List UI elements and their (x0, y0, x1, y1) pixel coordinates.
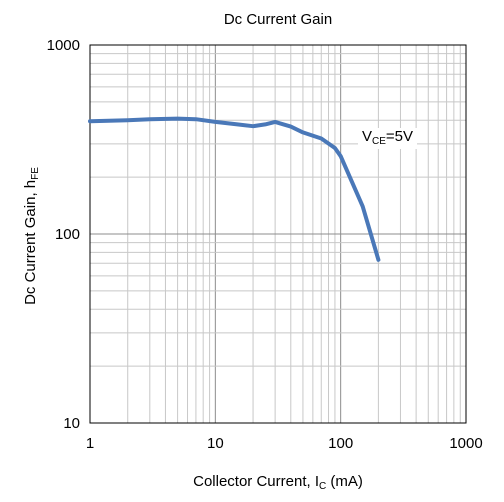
xlabel-suffix: (mA) (326, 473, 363, 490)
series-line-hfe (88, 116, 381, 262)
ylabel-main: Dc Current Gain, h (22, 179, 39, 305)
annotation-main: V (362, 128, 373, 145)
annotation-sub: CE (372, 136, 386, 147)
x-tick-label: 1000 (449, 435, 482, 452)
x-tick-label: 1 (86, 435, 94, 452)
y-tick-label: 1000 (47, 37, 80, 54)
grid-lines (90, 45, 466, 423)
x-tick-label: 100 (328, 435, 353, 452)
y-tick-label: 10 (63, 415, 80, 432)
annotation-suffix: =5V (385, 128, 414, 145)
plot-frame (89, 44, 467, 424)
xlabel-sub: C (318, 481, 327, 492)
y-axis-label: Dc Current Gain, hFE (22, 106, 42, 366)
x-axis-label: Collector Current, IC (mA) (90, 473, 466, 492)
x-tick-label: 10 (207, 435, 224, 452)
ylabel-sub: FE (30, 167, 41, 180)
chart-title: Dc Current Gain (223, 11, 333, 28)
xlabel-main: Collector Current, I (193, 473, 319, 490)
y-tick-label: 100 (55, 226, 80, 243)
vce-annotation: VCE=5V (358, 128, 418, 149)
tick-labels: 1 10 100 1000 10 100 1000 (47, 37, 483, 452)
